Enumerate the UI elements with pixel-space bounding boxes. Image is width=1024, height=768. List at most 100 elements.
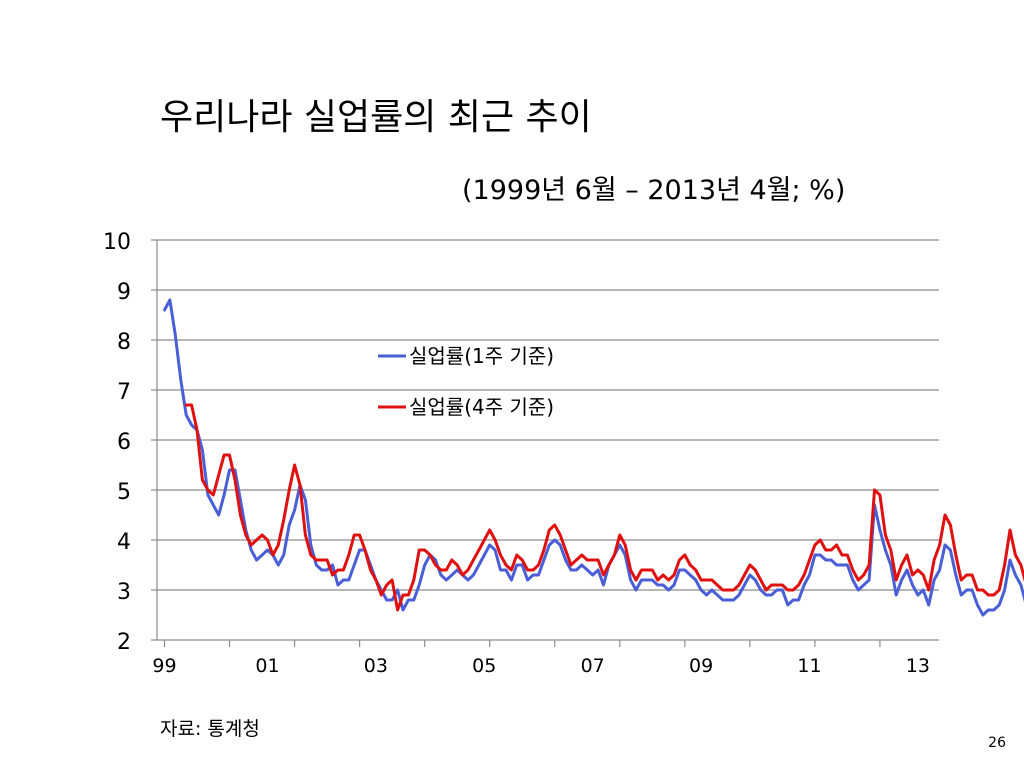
data-point — [814, 544, 816, 546]
data-point — [320, 569, 323, 571]
data-point — [239, 499, 242, 501]
data-point — [689, 564, 692, 566]
data-point — [478, 564, 480, 566]
data-point — [743, 584, 746, 586]
data-point — [445, 579, 448, 581]
data-point — [331, 564, 334, 566]
data-point — [266, 549, 269, 551]
data-point — [532, 569, 534, 571]
x-tick-label: 99 — [152, 655, 176, 677]
data-point — [770, 584, 773, 586]
data-point — [862, 584, 865, 586]
data-point — [559, 544, 561, 546]
data-point — [895, 594, 897, 596]
data-point — [662, 584, 664, 586]
data-point — [900, 564, 903, 566]
data-point — [179, 379, 182, 381]
data-point — [781, 589, 784, 591]
y-tick-label: 5 — [117, 480, 131, 505]
data-point — [814, 554, 816, 556]
data-point — [1014, 574, 1017, 576]
data-point — [478, 549, 480, 551]
data-point — [402, 609, 404, 611]
y-tick-label: 4 — [117, 530, 131, 555]
data-point — [564, 559, 567, 561]
data-point — [738, 584, 740, 586]
data-point — [787, 604, 789, 606]
data-point — [575, 559, 578, 561]
data-point — [1020, 564, 1022, 566]
data-point — [245, 534, 247, 536]
data-point — [396, 609, 399, 611]
data-point — [553, 524, 556, 526]
data-point — [396, 589, 399, 591]
data-point — [261, 554, 263, 556]
data-point — [310, 554, 312, 556]
data-point — [483, 554, 486, 556]
data-point — [217, 474, 220, 476]
data-point — [879, 529, 881, 531]
data-point — [765, 594, 767, 596]
data-point — [884, 549, 887, 551]
data-point — [456, 569, 458, 571]
slide-subtitle: (1999년 6월 – 2013년 4월; %) — [462, 175, 846, 206]
data-point — [543, 549, 545, 551]
data-point — [212, 504, 215, 506]
data-point — [846, 564, 849, 566]
y-tick-label: 6 — [117, 430, 131, 455]
data-point — [927, 604, 930, 606]
data-point — [217, 514, 220, 516]
data-point — [207, 494, 209, 496]
page-number: 26 — [988, 735, 1006, 751]
data-point — [234, 469, 236, 471]
data-point — [575, 569, 578, 571]
data-point — [304, 534, 307, 536]
legend-label: 실업률(1주 기준) — [409, 344, 554, 368]
data-point — [808, 574, 811, 576]
data-point — [250, 549, 253, 551]
data-point — [960, 594, 963, 596]
data-point — [629, 579, 632, 581]
data-point — [998, 589, 1000, 591]
data-point — [402, 594, 404, 596]
data-point — [716, 594, 719, 596]
data-point — [581, 554, 583, 556]
data-point — [201, 479, 204, 481]
data-point — [754, 569, 757, 571]
data-point — [803, 574, 805, 576]
data-point — [277, 564, 280, 566]
x-tick-label: 11 — [797, 655, 821, 677]
data-point — [824, 559, 827, 561]
data-point — [537, 574, 540, 576]
data-point — [548, 529, 551, 531]
data-point — [868, 564, 870, 566]
data-point — [797, 584, 800, 586]
data-point — [911, 584, 914, 586]
data-point — [461, 574, 464, 576]
data-point — [662, 574, 664, 576]
data-point — [684, 569, 686, 571]
data-point — [212, 494, 215, 496]
x-tick-label: 09 — [689, 655, 713, 677]
data-point — [656, 579, 659, 581]
data-point — [472, 559, 475, 561]
data-point — [857, 579, 860, 581]
data-point — [716, 584, 719, 586]
data-point — [375, 579, 377, 581]
data-point — [965, 589, 968, 591]
data-point — [261, 534, 263, 536]
data-point — [835, 564, 838, 566]
data-point — [651, 569, 654, 571]
data-point — [570, 569, 572, 571]
data-point — [467, 569, 469, 571]
data-point — [667, 589, 670, 591]
data-point — [423, 549, 426, 551]
data-point — [196, 429, 198, 431]
data-point — [1009, 529, 1011, 531]
data-point — [781, 584, 784, 586]
data-point — [721, 589, 724, 591]
data-point — [413, 579, 415, 581]
y-tick-label: 8 — [117, 330, 131, 355]
data-point — [293, 509, 296, 511]
data-point — [1014, 554, 1017, 556]
